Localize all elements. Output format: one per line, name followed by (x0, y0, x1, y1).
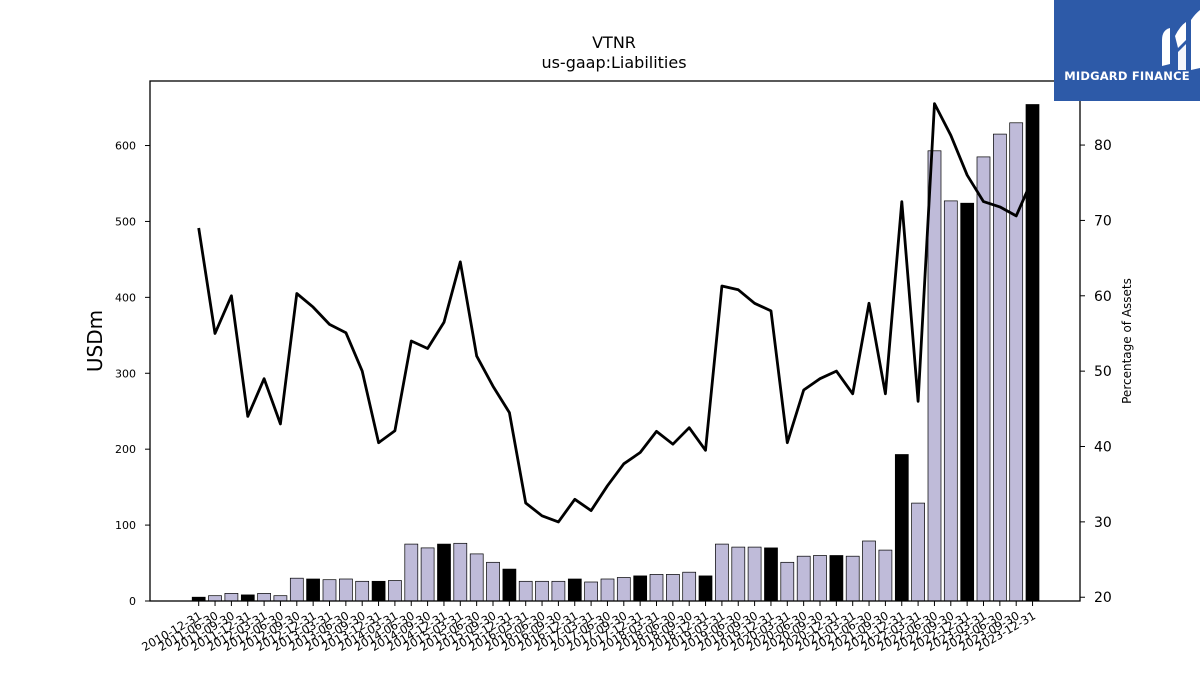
y2-axis-label: Percentage of Assets (1120, 278, 1134, 404)
midgard-m-logo-icon (1162, 10, 1200, 70)
bar-2018-12-31 (698, 575, 713, 602)
bar-2013-03-31 (322, 579, 337, 602)
y-tick-label: 600 (115, 140, 136, 153)
bar-2012-03-31 (257, 593, 271, 602)
bar-2016-03-31 (518, 580, 533, 602)
y-axis-label: USDm (83, 310, 107, 372)
bar-2011-09-30 (224, 593, 239, 602)
chart-subtitle: us-gaap:Liabilities (541, 53, 686, 72)
bar-2012-12-31 (306, 578, 320, 602)
bar-2011-06-30 (208, 595, 222, 602)
bar-2020-03-31 (780, 561, 795, 602)
y-tick-label: 100 (115, 519, 136, 532)
bar-2020-06-30 (796, 555, 811, 602)
bar-2021-09-30 (878, 549, 893, 602)
bar-2019-06-30 (731, 546, 746, 602)
bar-2011-12-31 (240, 594, 255, 602)
bar-2020-09-30 (813, 555, 827, 602)
line-series (197, 102, 1034, 524)
y2-tick-label: 40 (1094, 440, 1112, 456)
bar-2021-12-31 (894, 454, 909, 602)
bar-2023-09-30 (1009, 122, 1024, 602)
y2-tick-label: 50 (1094, 364, 1112, 380)
bar-2019-09-30 (747, 546, 762, 602)
y-tick-label: 400 (115, 291, 136, 304)
y2-tick-label: 60 (1094, 289, 1112, 305)
bar-2013-06-30 (339, 578, 353, 602)
y-tick-label: 200 (115, 443, 136, 456)
bar-2021-06-30 (862, 540, 876, 602)
bar-2022-12-31 (960, 202, 975, 602)
bar-2014-06-30 (404, 543, 419, 602)
y-axis-right: 20 30 40 50 60 70 80 (1080, 138, 1112, 606)
y2-tick-label: 80 (1094, 138, 1112, 154)
bar-2016-09-30 (551, 580, 566, 602)
bar-2020-12-31 (829, 555, 844, 602)
plot-frame (149, 80, 1081, 602)
bar-2017-06-30 (600, 578, 615, 602)
bar-2015-12-31 (502, 568, 517, 602)
midgard-finance-logo: MIDGARD FINANCE (1054, 0, 1200, 101)
bar-2017-03-31 (584, 581, 598, 602)
bar-2022-03-31 (911, 502, 925, 602)
bar-2014-03-31 (388, 580, 402, 602)
bar-2014-09-30 (420, 547, 435, 602)
bar-2014-12-31 (437, 543, 451, 602)
bar-series (191, 104, 1040, 602)
y2-tick-label: 70 (1094, 213, 1112, 229)
bar-2018-06-30 (666, 574, 680, 602)
y2-tick-label: 30 (1094, 515, 1112, 531)
y-tick-label: 300 (115, 367, 136, 380)
bar-2018-03-31 (649, 574, 664, 602)
bar-2012-06-30 (273, 595, 288, 602)
bar-2022-09-30 (943, 200, 958, 602)
bar-2017-12-31 (633, 575, 648, 602)
bar-2019-12-31 (764, 547, 778, 602)
bar-2016-06-30 (535, 580, 549, 602)
bar-2012-09-30 (289, 577, 304, 602)
bar-2019-03-31 (715, 543, 729, 602)
bar-2013-09-30 (355, 580, 370, 602)
logo-text: MIDGARD FINANCE (1064, 69, 1190, 83)
bar-2015-06-30 (469, 553, 484, 602)
bar-2023-12-31 (1025, 104, 1040, 602)
bar-2021-03-31 (845, 555, 860, 602)
bar-2017-09-30 (616, 577, 631, 602)
bar-2016-12-31 (567, 578, 582, 602)
bar-2013-12-31 (371, 580, 386, 602)
x-axis: 2010-12-312011-06-302011-09-302011-12-31… (139, 601, 1038, 654)
y-tick-label: 500 (115, 215, 136, 228)
pct-of-assets-line (197, 102, 1034, 524)
chart-title: VTNR (592, 33, 636, 52)
bar-2015-03-31 (453, 542, 468, 602)
bar-2022-06-30 (927, 150, 942, 602)
y-tick-label: 0 (129, 595, 136, 608)
bar-2023-03-31 (976, 156, 991, 602)
bar-2015-09-30 (486, 561, 500, 602)
y-axis-left: 0 100 200 300 400 500 600 (115, 140, 150, 608)
bar-2018-09-30 (682, 571, 697, 602)
y2-tick-label: 20 (1094, 590, 1112, 606)
